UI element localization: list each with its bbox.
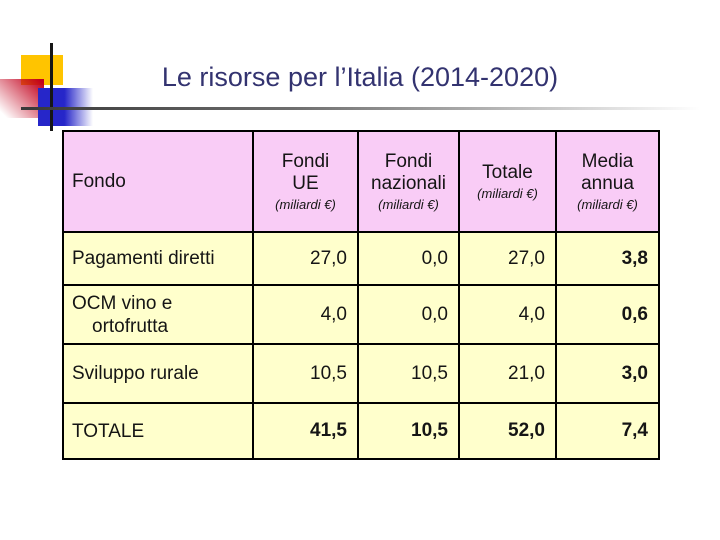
cell-totale: 27,0 <box>458 231 557 286</box>
row-label: OCM vino e ortofrutta <box>62 284 254 345</box>
row-label: Sviluppo rurale <box>62 343 254 404</box>
cell-media-annua: 0,6 <box>555 284 660 345</box>
column-header-unit: (miliardi €) <box>275 197 336 212</box>
row-label: TOTALE <box>62 402 254 460</box>
cell-fondi-nazionali: 10,5 <box>357 402 460 460</box>
cell-fondi-nazionali: 10,5 <box>357 343 460 404</box>
table-row-totale: TOTALE 41,5 10,5 52,0 7,4 <box>62 402 660 460</box>
cell-totale: 21,0 <box>458 343 557 404</box>
cell-totale: 4,0 <box>458 284 557 345</box>
cell-fondi-ue: 10,5 <box>252 343 359 404</box>
title-underline-rule <box>21 107 700 110</box>
cell-fondi-ue: 41,5 <box>252 402 359 460</box>
slide-title: Le risorse per l’Italia (2014-2020) <box>161 62 559 92</box>
column-header-fondi-ue: Fondi UE (miliardi €) <box>252 130 359 233</box>
decoration-red-square <box>0 79 44 118</box>
table-header-row: Fondo Fondi UE (miliardi €) Fondi nazion… <box>62 130 660 233</box>
table-row-ocm-vino-ortofrutta: OCM vino e ortofrutta 4,0 0,0 4,0 0,6 <box>62 284 660 345</box>
cell-media-annua: 3,8 <box>555 231 660 286</box>
resources-table: Fondo Fondi UE (miliardi €) Fondi nazion… <box>62 130 660 460</box>
column-header-fondi-nazionali: Fondi nazionali (miliardi €) <box>357 130 460 233</box>
crosshair-vertical-line <box>50 43 53 131</box>
cell-totale: 52,0 <box>458 402 557 460</box>
table-row-pagamenti-diretti: Pagamenti diretti 27,0 0,0 27,0 3,8 <box>62 231 660 286</box>
column-header-unit: (miliardi €) <box>477 186 538 201</box>
column-header-label: Totale <box>482 162 533 183</box>
column-header-label: Fondo <box>72 170 126 192</box>
column-header-fondo: Fondo <box>62 130 254 233</box>
cell-fondi-ue: 27,0 <box>252 231 359 286</box>
cell-fondi-nazionali: 0,0 <box>357 231 460 286</box>
row-label: Pagamenti diretti <box>62 231 254 286</box>
column-header-unit: (miliardi €) <box>577 197 638 212</box>
column-header-label: Media annua <box>581 151 634 194</box>
column-header-media-annua: Media annua (miliardi €) <box>555 130 660 233</box>
column-header-label: Fondi nazionali <box>371 151 446 194</box>
column-header-label: Fondi UE <box>281 151 330 194</box>
cell-fondi-ue: 4,0 <box>252 284 359 345</box>
cell-fondi-nazionali: 0,0 <box>357 284 460 345</box>
column-header-totale: Totale (miliardi €) <box>458 130 557 233</box>
cell-media-annua: 7,4 <box>555 402 660 460</box>
column-header-unit: (miliardi €) <box>378 197 439 212</box>
cell-media-annua: 3,0 <box>555 343 660 404</box>
table-row-sviluppo-rurale: Sviluppo rurale 10,5 10,5 21,0 3,0 <box>62 343 660 404</box>
